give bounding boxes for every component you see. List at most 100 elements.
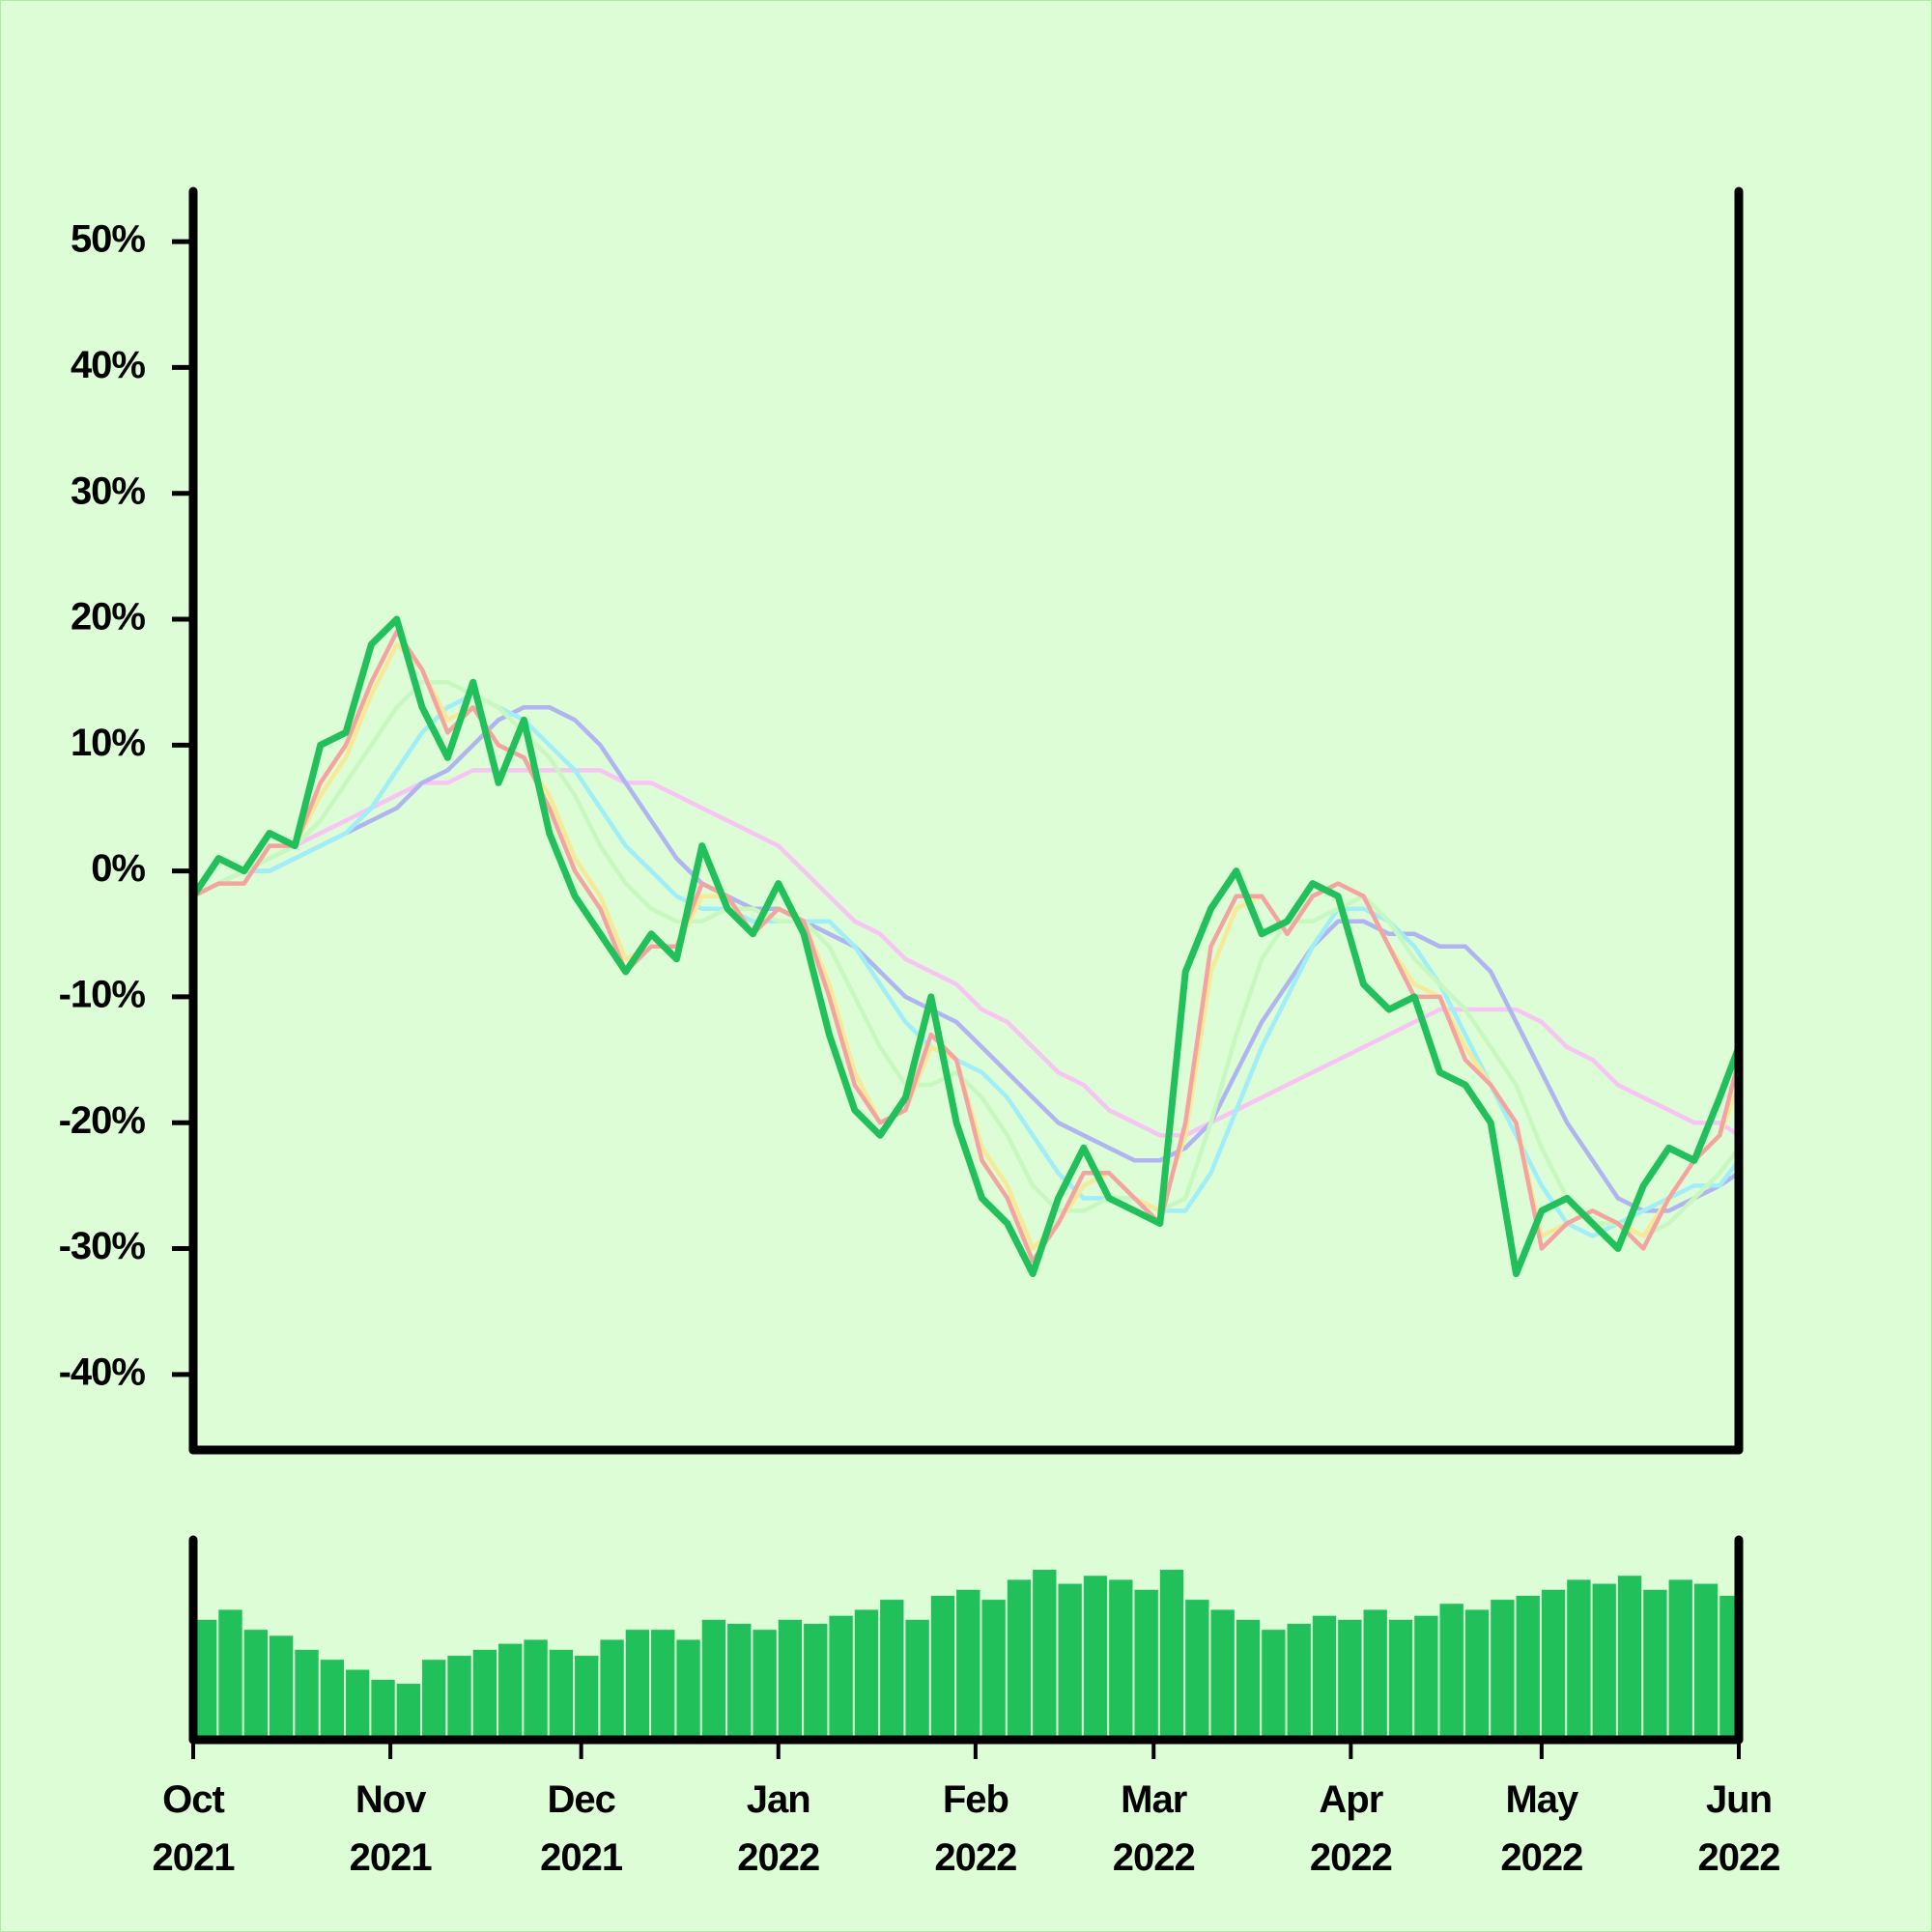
volume-bar [1236,1619,1261,1740]
volume-bar [1643,1589,1667,1740]
volume-bar [804,1623,828,1740]
x-tick-label: Feb 2022 [934,1778,1016,1879]
x-tick-label-line: May [1505,1778,1579,1821]
series-line [191,679,1741,1238]
volume-bar [829,1615,853,1740]
volume-bar [1159,1570,1184,1740]
volume-bar [880,1600,904,1740]
x-tick-label: Dec 2021 [540,1778,623,1879]
x-tick-label-line: Apr [1319,1778,1382,1821]
volume-bar [1464,1609,1490,1740]
volume-bar [1567,1579,1591,1740]
volume-bar [625,1630,650,1740]
x-tick-label: Mar 2022 [1113,1778,1195,1879]
x-tick-label-line: 2021 [540,1836,623,1879]
volume-bar [1541,1589,1566,1740]
volume-bar [447,1656,471,1740]
series-line [190,615,1743,1278]
volume-bar [956,1589,980,1740]
x-tick-label-line: 2022 [1113,1836,1195,1879]
x-tick-label-line: Nov [355,1778,427,1821]
y-tick-label: 10% [71,722,145,764]
volume-bar [930,1595,955,1740]
x-tick-label-line: Feb [943,1778,1009,1821]
volume-bar [1287,1623,1311,1740]
series-line [191,768,1741,1138]
x-tick-label: Oct 2021 [153,1778,236,1879]
volume-bar [396,1684,421,1740]
x-tick-label: Jan 2022 [737,1778,819,1879]
y-tick-label: 50% [71,218,145,261]
volume-bar [727,1623,752,1740]
volume-bar [1491,1600,1515,1740]
x-tick-label-line: 2022 [934,1836,1016,1879]
x-tick-label-line: Jan [747,1778,810,1821]
volume-bar [1134,1589,1158,1740]
volume-bar [243,1630,269,1740]
volume-bar [1109,1579,1133,1740]
y-tick-label: -40% [59,1350,146,1393]
y-tick-label: -20% [59,1099,146,1142]
series-line [191,704,1741,1213]
volume-bar [753,1630,777,1740]
volume-bar [1210,1609,1235,1740]
volume-bar [1262,1630,1286,1740]
volume-bar [905,1619,929,1740]
volume-bar [854,1609,879,1740]
volume-bar [1338,1619,1362,1740]
volume-bar [549,1649,574,1740]
volume-bar [1083,1576,1108,1740]
y-tick-label: 40% [71,344,145,386]
volume-bar [1033,1570,1057,1740]
volume-bar [1719,1595,1737,1740]
volume-bar [1516,1595,1540,1740]
y-tick-label: -30% [59,1225,146,1267]
volume-bar [575,1656,599,1740]
volume-bar [1617,1576,1642,1740]
volume-bar [498,1643,523,1740]
volume-bar [701,1619,726,1740]
volume-bar [1007,1579,1032,1740]
x-tick-label-line: 2021 [350,1836,433,1879]
volume-bar [676,1639,700,1740]
volume-bar [524,1639,548,1740]
x-tick-label: Jun 2022 [1698,1778,1780,1879]
y-tick-label: 30% [71,469,145,512]
volume-bar [778,1619,803,1740]
y-tick-label: 20% [71,596,145,639]
volume-bar [346,1669,370,1740]
volume-bar [270,1635,294,1740]
volume-bar [1058,1583,1082,1740]
x-tick-label-line: 2022 [737,1836,819,1879]
volume-bar [1414,1615,1438,1740]
volume-bar [472,1649,497,1740]
y-tick-label: 0% [91,847,145,890]
volume-bar [1439,1604,1463,1740]
x-tick-label: Apr 2022 [1310,1778,1392,1879]
x-tick-label-line: 2022 [1310,1836,1392,1879]
x-tick-label-line: Dec [547,1778,615,1821]
volume-bar [981,1600,1006,1740]
x-tick-label-line: 2022 [1698,1836,1780,1879]
volume-bar [295,1649,319,1740]
volume-bar [218,1609,242,1740]
x-tick-label-line: 2021 [153,1836,236,1879]
series-line [191,629,1742,1264]
volume-bar [320,1660,345,1740]
x-tick-label-line: 2022 [1500,1836,1582,1879]
x-tick-label: Nov 2021 [350,1778,433,1879]
volume-bar [600,1639,624,1740]
volume-bar [371,1679,395,1740]
volume-bar [651,1630,675,1740]
volume-bar [1185,1600,1209,1740]
volume-bar [1363,1609,1387,1740]
volume-bar [1388,1619,1413,1740]
volume-bar [1668,1579,1692,1740]
x-tick-label: May 2022 [1500,1778,1582,1879]
volume-bar [1592,1583,1616,1740]
volume-bar [1312,1615,1337,1740]
x-tick-label-line: Jun [1706,1778,1772,1821]
y-tick-label: -10% [59,973,146,1015]
volume-bar [1693,1583,1719,1740]
